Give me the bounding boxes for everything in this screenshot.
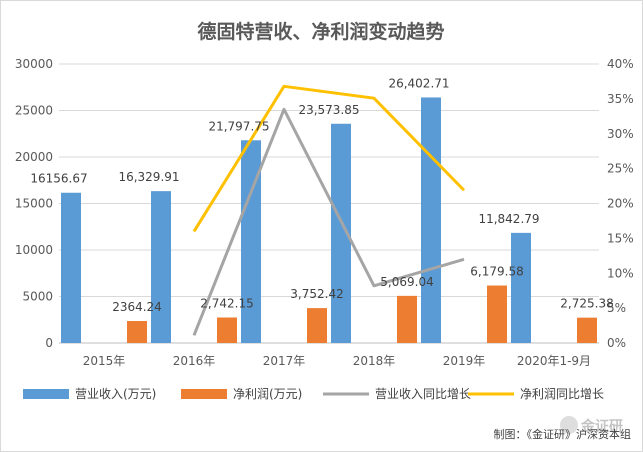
right-tick-label: 5% bbox=[607, 301, 626, 315]
bar bbox=[511, 232, 531, 343]
x-tick-label: 2018年 bbox=[353, 354, 396, 368]
series-line bbox=[192, 84, 466, 233]
x-tick-label: 2017年 bbox=[263, 354, 306, 368]
bar bbox=[61, 192, 81, 343]
right-tick-label: 15% bbox=[607, 231, 634, 245]
left-tick-label: 10000 bbox=[15, 243, 53, 257]
lines-layer bbox=[192, 84, 466, 336]
bar bbox=[487, 285, 507, 343]
data-label: 5,069.04 bbox=[380, 275, 433, 289]
x-tick-label: 2020年1-9月 bbox=[517, 354, 591, 368]
data-label: 23,573.85 bbox=[298, 103, 359, 117]
left-tick-label: 30000 bbox=[15, 57, 53, 71]
legend-label: 营业收入同比增长 bbox=[375, 387, 471, 401]
watermark-logo: 金证研 bbox=[560, 416, 623, 435]
x-tick-label: 2015年 bbox=[83, 354, 126, 368]
bar bbox=[397, 295, 417, 343]
left-tick-label: 20000 bbox=[15, 150, 53, 164]
bar bbox=[307, 308, 327, 343]
right-tick-label: 25% bbox=[607, 162, 634, 176]
left-axis-ticks: 0 5000 10000 15000 20000 25000 30000 bbox=[15, 57, 53, 350]
right-tick-label: 40% bbox=[607, 57, 634, 71]
bar bbox=[421, 97, 441, 343]
left-tick-label: 25000 bbox=[15, 104, 53, 118]
data-labels-layer: 16156.67 16,329.91 21,797.75 23,573.85 26,40… bbox=[30, 76, 613, 314]
right-tick-label: 10% bbox=[607, 266, 634, 280]
x-tick-label: 2019年 bbox=[443, 354, 486, 368]
bar bbox=[577, 317, 597, 343]
legend: 营业收入(万元) 净利润(万元) 营业收入同比增长 净利润同比增长 bbox=[23, 387, 604, 401]
bars-layer bbox=[61, 97, 597, 344]
right-tick-label: 35% bbox=[607, 92, 634, 106]
data-label: 2364.24 bbox=[112, 300, 162, 314]
bar bbox=[217, 317, 237, 343]
data-label: 3,752.42 bbox=[290, 287, 343, 301]
bar bbox=[127, 321, 147, 343]
left-tick-label: 15000 bbox=[15, 197, 53, 211]
grid-lines bbox=[59, 63, 599, 344]
legend-label: 营业收入(万元) bbox=[75, 387, 156, 401]
data-label: 11,842.79 bbox=[478, 212, 539, 226]
x-tick-label: 2016年 bbox=[173, 354, 216, 368]
bar bbox=[331, 123, 351, 344]
chart-title: 德固特营收、净利润变动趋势 bbox=[197, 20, 444, 43]
data-label: 6,179.58 bbox=[470, 265, 523, 279]
credit-text: 制图：《金证研》沪深资本组 bbox=[494, 427, 632, 441]
data-label: 21,797.75 bbox=[208, 119, 269, 133]
left-tick-label: 0 bbox=[45, 336, 53, 350]
legend-swatch bbox=[181, 389, 227, 399]
x-axis-ticks: 2015年 2016年 2017年 2018年 2019年 2020年1-9月 bbox=[83, 354, 591, 368]
right-axis-ticks: 0% 5% 10% 15% 20% 25% 30% 35% 40% bbox=[607, 57, 634, 350]
data-label: 16,329.91 bbox=[118, 170, 179, 184]
legend-swatch bbox=[23, 389, 69, 399]
legend-label: 净利润同比增长 bbox=[520, 387, 604, 401]
right-tick-label: 30% bbox=[607, 127, 634, 141]
right-tick-label: 20% bbox=[607, 197, 634, 211]
data-label: 26,402.71 bbox=[388, 76, 449, 90]
data-label: 2,725.38 bbox=[560, 297, 613, 311]
bar bbox=[241, 140, 261, 343]
bar bbox=[151, 191, 171, 343]
data-label: 2,742.15 bbox=[200, 296, 253, 310]
right-tick-label: 0% bbox=[607, 336, 626, 350]
legend-label: 净利润(万元) bbox=[233, 387, 302, 401]
left-tick-label: 5000 bbox=[22, 290, 53, 304]
watermark-icon bbox=[560, 416, 578, 434]
data-label: 16156.67 bbox=[30, 172, 87, 186]
series-line bbox=[192, 107, 465, 336]
watermark-text: 金证研 bbox=[580, 418, 623, 435]
